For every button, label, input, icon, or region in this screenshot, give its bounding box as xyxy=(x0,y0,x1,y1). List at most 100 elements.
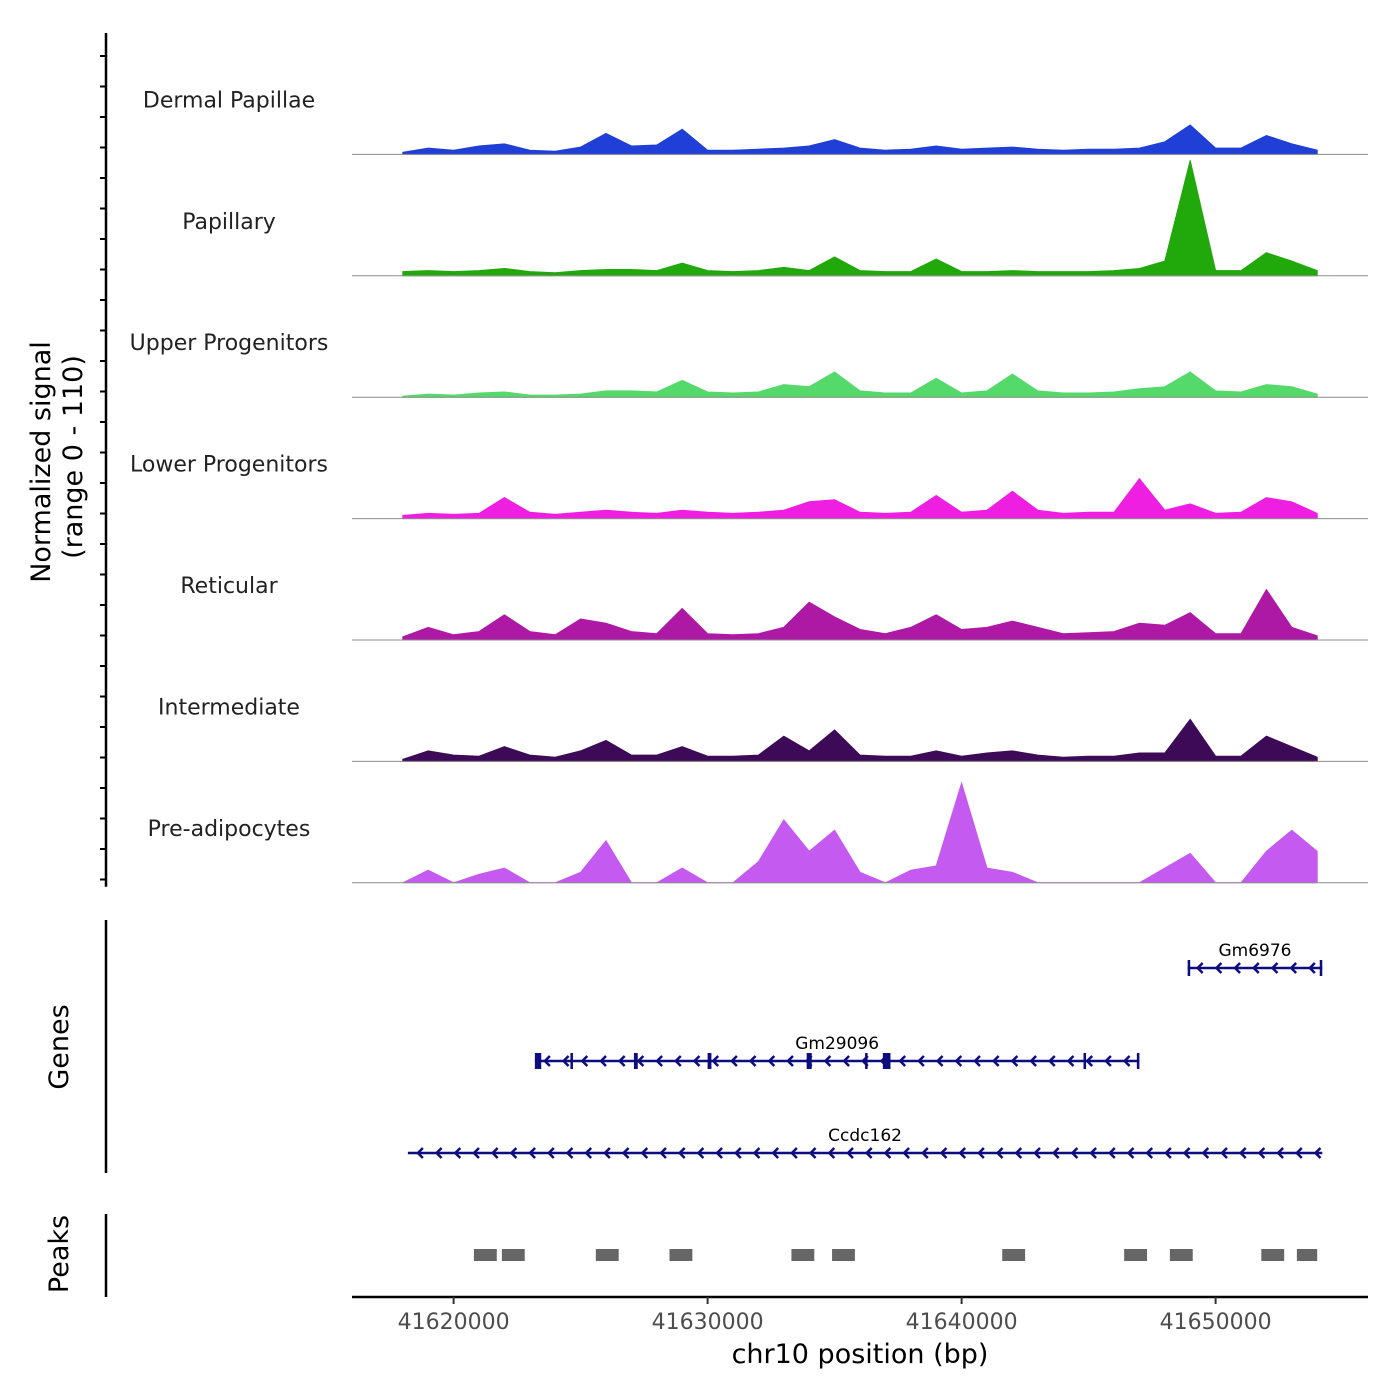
strand-arrow xyxy=(1104,1055,1112,1067)
track-pre-adipocytes: Pre-adipocytes xyxy=(148,781,1368,884)
strand-arrow xyxy=(674,1055,682,1067)
strand-arrow xyxy=(711,1055,720,1067)
gene-exon xyxy=(882,1053,891,1069)
strand-arrow xyxy=(921,1147,929,1159)
strand-arrow xyxy=(1164,1147,1172,1159)
peak-region xyxy=(832,1249,855,1261)
strand-arrow xyxy=(1089,1147,1097,1159)
peaks-track xyxy=(104,1214,1318,1297)
strand-arrow xyxy=(1126,1147,1135,1159)
peak-region xyxy=(1296,1249,1318,1261)
track-papillary: Papillary xyxy=(182,160,1368,277)
strand-arrow xyxy=(528,1147,536,1159)
track-reticular: Reticular xyxy=(180,574,1368,641)
peak-region xyxy=(1169,1249,1193,1261)
strand-arrow xyxy=(561,1055,570,1067)
strand-arrow xyxy=(991,1055,1000,1067)
signal-area-lower-progenitors xyxy=(402,477,1318,520)
strand-arrow xyxy=(655,1055,663,1067)
peaks-track-title: Peaks xyxy=(44,1215,75,1293)
genes-track-title: Genes xyxy=(44,1004,75,1089)
signal-area-dermal-papillae xyxy=(402,124,1318,155)
strand-arrow xyxy=(1270,962,1279,974)
strand-arrow xyxy=(1070,1147,1079,1159)
signal-area-pre-adipocytes xyxy=(402,781,1318,884)
strand-arrow xyxy=(509,1147,518,1159)
strand-arrow xyxy=(977,1147,985,1159)
track-label-pre-adipocytes: Pre-adipocytes xyxy=(148,817,311,842)
signal-area-papillary xyxy=(402,160,1318,277)
strand-arrow xyxy=(864,1147,873,1159)
track-dermal-papillae: Dermal Papillae xyxy=(143,88,1368,155)
gene-exon xyxy=(570,1053,573,1069)
signal-area-intermediate xyxy=(402,718,1318,762)
strand-arrow xyxy=(827,1147,836,1159)
x-tick-label: 41620000 xyxy=(398,1310,510,1335)
peak-region xyxy=(1124,1249,1148,1261)
strand-arrow xyxy=(1308,962,1316,974)
strand-arrow xyxy=(692,1055,701,1067)
peak-region xyxy=(791,1249,815,1261)
strand-arrow xyxy=(1276,1147,1284,1159)
x-tick-label: 41630000 xyxy=(652,1310,764,1335)
strand-arrow xyxy=(1145,1147,1154,1159)
strand-arrow xyxy=(659,1147,667,1159)
gene-ccdc162: Ccdc162 xyxy=(407,1126,1323,1159)
gene-exon xyxy=(865,1053,868,1069)
strand-arrow xyxy=(767,1055,776,1067)
strand-arrow xyxy=(883,1147,892,1159)
strand-arrow xyxy=(1233,962,1241,974)
strand-arrow xyxy=(790,1147,798,1159)
track-label-reticular: Reticular xyxy=(180,574,278,599)
strand-arrow xyxy=(958,1147,967,1159)
strand-arrow xyxy=(599,1055,607,1067)
strand-arrow xyxy=(1238,1147,1247,1159)
gene-exon xyxy=(633,1053,638,1069)
gene-exon xyxy=(1083,1053,1087,1069)
strand-arrow xyxy=(846,1147,854,1159)
strand-arrow xyxy=(584,1147,593,1159)
strand-arrow xyxy=(1108,1147,1116,1159)
peak-region xyxy=(501,1249,525,1261)
strand-arrow xyxy=(771,1147,780,1159)
strand-arrow xyxy=(898,1055,907,1067)
peak-region xyxy=(1261,1249,1285,1261)
strand-arrow xyxy=(917,1055,925,1067)
strand-arrow xyxy=(1051,1147,1060,1159)
gene-exon xyxy=(1319,960,1323,976)
peak-region xyxy=(473,1249,497,1261)
strand-arrow xyxy=(1251,962,1260,974)
gene-exon xyxy=(806,1053,812,1069)
strand-arrow xyxy=(1289,962,1298,974)
y-axis-title: Normalized signal xyxy=(26,341,57,583)
track-label-intermediate: Intermediate xyxy=(158,695,300,720)
gene-exon xyxy=(707,1053,712,1069)
x-tick-label: 41650000 xyxy=(1160,1310,1272,1335)
strand-arrow xyxy=(696,1147,705,1159)
strand-arrow xyxy=(1257,1147,1266,1159)
x-axis: 41620000 41630000 41640000 41650000 xyxy=(352,1295,1368,1335)
strand-arrow xyxy=(1313,1147,1322,1159)
strand-arrow xyxy=(1295,1147,1303,1159)
strand-arrow xyxy=(1066,1055,1075,1067)
strand-arrow xyxy=(617,1055,626,1067)
track-intermediate: Intermediate xyxy=(158,695,1368,762)
strand-arrow xyxy=(1014,1147,1023,1159)
strand-arrow xyxy=(1033,1147,1041,1159)
strand-arrow xyxy=(434,1147,443,1159)
peak-region xyxy=(595,1249,619,1261)
strand-arrow xyxy=(490,1147,499,1159)
gene-label: Gm29096 xyxy=(795,1034,879,1054)
strand-arrow xyxy=(752,1147,761,1159)
strand-arrow xyxy=(939,1147,948,1159)
strand-arrow xyxy=(748,1055,757,1067)
track-label-upper-progenitors: Upper Progenitors xyxy=(130,331,329,356)
strand-arrow xyxy=(973,1055,981,1067)
strand-arrow xyxy=(995,1147,1004,1159)
strand-arrow xyxy=(734,1147,742,1159)
signal-tracks: Dermal Papillae Papillary Upper Progenitor… xyxy=(130,88,1368,884)
strand-arrow xyxy=(808,1147,817,1159)
strand-arrow xyxy=(935,1055,944,1067)
x-tick-label: 41640000 xyxy=(906,1310,1018,1335)
